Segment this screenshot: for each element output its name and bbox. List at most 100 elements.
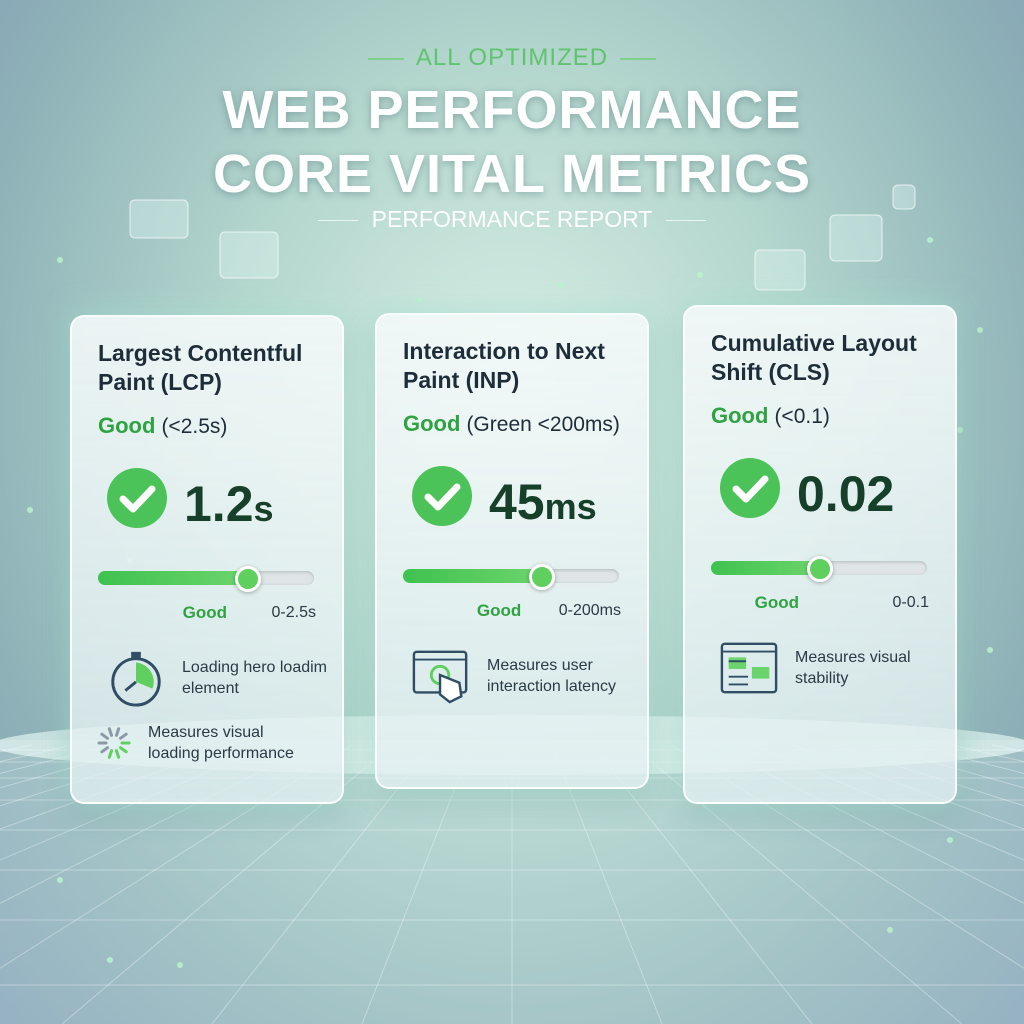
decor (728, 657, 747, 669)
decor (111, 657, 161, 707)
check-icon (412, 466, 472, 526)
decor (107, 749, 114, 759)
sparkle (927, 237, 933, 243)
check-icon (720, 458, 780, 518)
layout-icon (720, 642, 778, 694)
sparkle (697, 272, 703, 278)
grid-line (211, 744, 433, 1024)
detail-text: Measures user interaction latency (487, 657, 616, 695)
decor (438, 673, 463, 704)
decor (100, 732, 110, 740)
card-title: Cumulative Layout Shift (CLS) (711, 330, 917, 385)
decor (131, 651, 141, 658)
floating-widget (219, 231, 279, 279)
decor (720, 458, 780, 518)
metric-value: 45ms (489, 473, 597, 531)
sparkle (557, 282, 563, 288)
card-title: Interaction to Next Paint (INP) (403, 338, 605, 393)
spinner-icon (97, 727, 131, 759)
sparkle (987, 647, 993, 653)
click-icon (412, 650, 468, 704)
metric-value: 1.2s (184, 475, 274, 533)
status-label: Good (711, 403, 769, 428)
decor (107, 468, 167, 528)
stopwatch-icon (111, 651, 161, 707)
decor (412, 466, 472, 526)
progress-fill (403, 569, 540, 583)
status-row: Good (<0.1) (711, 403, 830, 429)
scale-range: 0-200ms (558, 602, 621, 619)
check-icon (107, 468, 167, 528)
metric-card: Largest Contentful Paint (LCP) Good (<2.5s… (70, 315, 344, 804)
detail-text: Loading hero loadim element (182, 659, 327, 697)
status-row: Good (Green <200ms) (403, 411, 620, 437)
value-number: 1.2 (184, 476, 254, 532)
floating-widget (754, 249, 806, 291)
subtitle: PERFORMANCE REPORT (0, 206, 1024, 233)
value-number: 0.02 (797, 466, 895, 522)
metric-card: Cumulative Layout Shift (CLS) Good (<0.1) 0… (683, 305, 957, 804)
threshold: (<2.5s) (161, 415, 228, 438)
eyebrow: ALL OPTIMIZED (0, 44, 1024, 72)
sparkle (57, 877, 63, 883)
grid-line (551, 744, 663, 1024)
sparkle (57, 257, 63, 263)
decor (118, 746, 128, 754)
grid-line (0, 744, 193, 807)
decor (114, 749, 121, 759)
detail-row: Measures visual loading performance (96, 722, 308, 764)
progress-knob (234, 566, 261, 592)
progress-knob (806, 556, 833, 582)
sparkle (107, 957, 113, 963)
decor (136, 662, 154, 689)
sparkle (887, 927, 893, 933)
scale-range: 0-0.1 (892, 594, 929, 611)
value-unit: ms (544, 486, 597, 527)
threshold: (<0.1) (774, 405, 830, 428)
detail-row: Measures user interaction latency (411, 645, 647, 707)
sparkle (27, 507, 33, 513)
progress-track (98, 566, 314, 592)
decor (114, 727, 121, 737)
decor (751, 667, 770, 679)
progress-fill (98, 571, 245, 585)
decor (424, 483, 461, 511)
detail-row: Loading hero loadim element (106, 647, 342, 709)
grid-line (831, 744, 1024, 807)
detail-text: Measures visual loading performance (148, 724, 294, 762)
decor (118, 732, 128, 740)
scale-range: 0-2.5s (271, 604, 316, 621)
metric-card: Interaction to Next Paint (INP) Good (Gree… (375, 313, 649, 789)
title-line: WEB PERFORMANCE (222, 80, 802, 140)
title-line: CORE VITAL METRICS (212, 144, 812, 204)
grid-line (361, 744, 473, 1024)
sparkle (977, 327, 983, 333)
sparkle (177, 962, 183, 968)
value-unit: s (253, 488, 274, 529)
sparkle (957, 427, 963, 433)
scale-status: Good (754, 593, 800, 612)
status-label: Good (98, 413, 156, 438)
sparkle (417, 297, 423, 303)
decor (720, 642, 778, 694)
decor (124, 680, 137, 692)
progress-track (403, 564, 619, 590)
sparkle (947, 837, 953, 843)
metric-value: 0.02 (797, 465, 894, 523)
main-title: WEB PERFORMANCE CORE VITAL METRICS (0, 78, 1024, 206)
decor (107, 727, 114, 737)
status-label: Good (403, 411, 461, 436)
progress-track (711, 556, 927, 582)
decor (119, 485, 156, 513)
threshold: (Green <200ms) (466, 413, 620, 436)
scale-status: Good (476, 601, 522, 620)
detail-row: Measures visual stability (719, 637, 955, 699)
scale-status: Good (182, 603, 228, 622)
status-row: Good (<2.5s) (98, 413, 227, 439)
decor (100, 746, 110, 754)
grid-line (591, 744, 813, 1024)
value-number: 45 (489, 474, 545, 530)
decor (732, 475, 769, 503)
detail-text: Measures visual stability (795, 649, 911, 687)
